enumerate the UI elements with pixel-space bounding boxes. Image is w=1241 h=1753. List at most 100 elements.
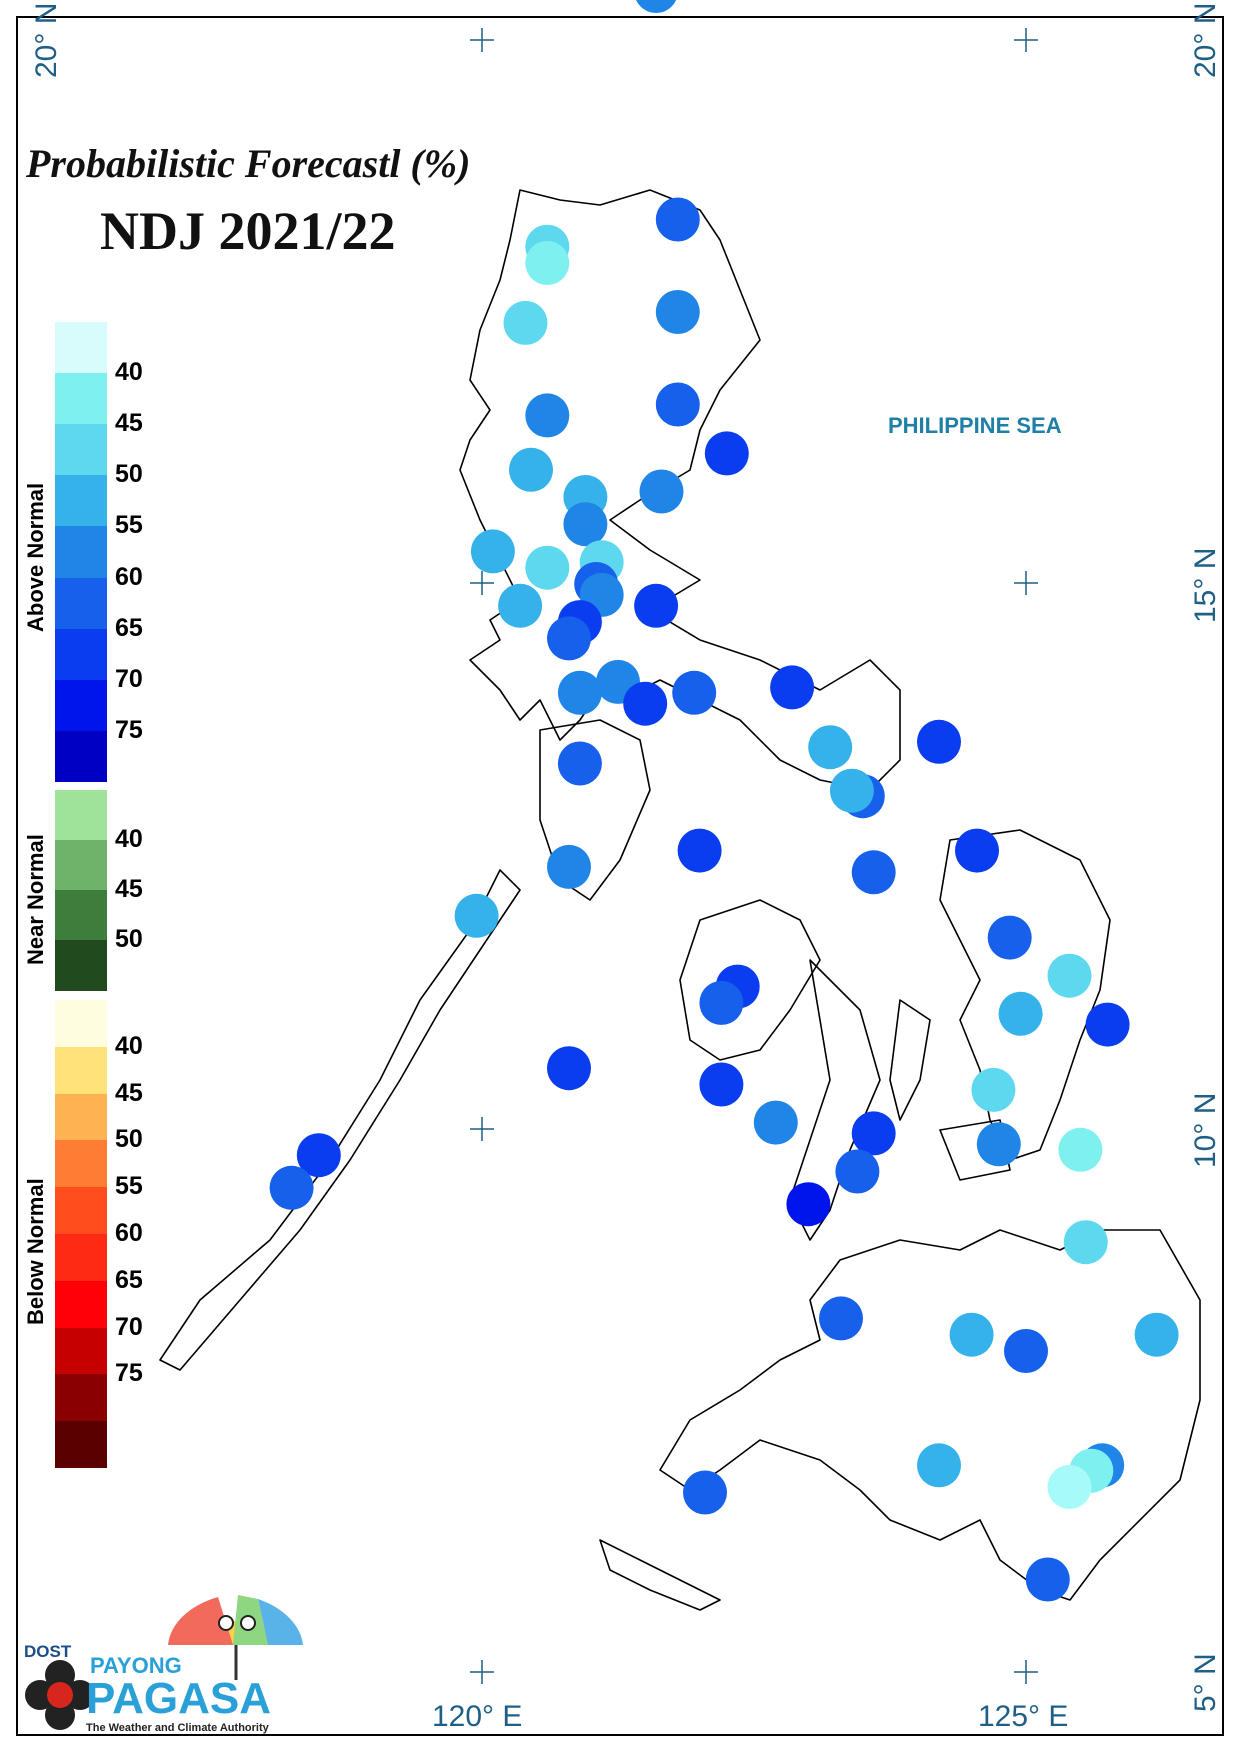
lon-label-120: 120° E bbox=[432, 1700, 523, 1733]
legend-swatch bbox=[55, 1280, 107, 1329]
station-marker bbox=[454, 893, 499, 938]
station-marker bbox=[829, 768, 874, 813]
pagasa-logo: DOST PAYONG PAGASA The Weather and Clima… bbox=[24, 1595, 303, 1734]
station-marker bbox=[557, 741, 602, 786]
panay-coastline bbox=[679, 899, 821, 1061]
station-marker bbox=[655, 197, 700, 242]
station-marker bbox=[672, 670, 717, 715]
station-marker bbox=[525, 393, 570, 438]
legend-tick-label: 45 bbox=[115, 1078, 143, 1107]
legend-swatch bbox=[55, 424, 107, 476]
station-marker bbox=[1047, 953, 1092, 998]
grid-cross bbox=[1014, 1660, 1038, 1684]
graticule-marks bbox=[470, 28, 1038, 1684]
station-marker bbox=[547, 1046, 591, 1091]
station-marker bbox=[636, 0, 677, 13]
grid-cross bbox=[470, 1117, 494, 1141]
station-marker bbox=[683, 1470, 727, 1515]
legend-tick-label: 70 bbox=[115, 664, 143, 693]
logo-tagline: The Weather and Climate Authority bbox=[86, 1722, 270, 1734]
legend-swatch bbox=[55, 577, 107, 630]
station-marker bbox=[1134, 1312, 1179, 1357]
legend-swatch bbox=[55, 1327, 107, 1375]
legend-swatch bbox=[55, 940, 107, 991]
grid-cross bbox=[470, 571, 494, 595]
logo-brand-main: PAGASA bbox=[86, 1674, 271, 1723]
station-marker bbox=[525, 545, 570, 590]
station-marker bbox=[547, 844, 591, 889]
station-marker bbox=[639, 469, 684, 514]
legend-swatch bbox=[55, 1000, 107, 1048]
bohol-coastline bbox=[939, 1119, 1011, 1181]
station-marker bbox=[851, 1111, 896, 1156]
legend-swatch bbox=[55, 790, 107, 841]
station-marker bbox=[503, 300, 548, 345]
station-marker bbox=[835, 1149, 880, 1194]
station-marker bbox=[917, 719, 961, 764]
sea-label: PHILIPPINE SEA bbox=[888, 413, 1062, 438]
station-marker bbox=[525, 241, 570, 285]
legend-tick-label: 75 bbox=[115, 715, 143, 744]
legend-tick-label: 65 bbox=[115, 613, 143, 642]
map-frame bbox=[16, 16, 1224, 1736]
umbrella-icon-right bbox=[258, 1599, 303, 1645]
station-marker bbox=[976, 1122, 1021, 1167]
legend-swatch bbox=[55, 526, 107, 579]
legend-swatch bbox=[55, 1421, 107, 1469]
legend-swatch bbox=[55, 1374, 107, 1422]
station-marker bbox=[677, 828, 722, 873]
legend-swatch bbox=[55, 628, 107, 681]
station-marker bbox=[917, 1443, 961, 1488]
legend-tick-label: 60 bbox=[115, 1219, 143, 1247]
legend-swatch bbox=[55, 475, 107, 527]
legend-swatch bbox=[55, 679, 107, 732]
legend-below-normal-label: Below Normal bbox=[23, 1178, 48, 1325]
grid-cross bbox=[470, 1660, 494, 1684]
legend-swatch bbox=[55, 1234, 107, 1282]
legend-near-normal-label: Near Normal bbox=[23, 834, 48, 965]
station-marker bbox=[699, 1062, 744, 1107]
station-marker bbox=[509, 447, 553, 492]
station-marker bbox=[296, 1133, 341, 1178]
station-marker bbox=[1047, 1465, 1092, 1509]
legend-tick-label: 50 bbox=[115, 925, 143, 953]
logo-brand-top: PAYONG bbox=[90, 1653, 182, 1678]
lon-label-125: 125° E bbox=[978, 1700, 1069, 1733]
station-marker bbox=[949, 1312, 994, 1357]
station-marker bbox=[998, 991, 1043, 1036]
coastline bbox=[159, 189, 1201, 1611]
legend-swatch bbox=[55, 890, 107, 941]
legend-tick-label: 70 bbox=[115, 1312, 143, 1341]
umbrella-icon-left bbox=[168, 1597, 233, 1645]
legend-tick-label: 55 bbox=[115, 511, 143, 540]
station-marker bbox=[987, 915, 1032, 960]
lat-label-15: 15° N bbox=[1189, 547, 1222, 623]
legend-swatch bbox=[55, 373, 107, 425]
station-marker bbox=[563, 502, 608, 547]
legend-swatch bbox=[55, 840, 107, 891]
legend-tick-label: 40 bbox=[115, 358, 143, 387]
station-marker bbox=[1063, 1220, 1108, 1265]
legend-tick-label: 60 bbox=[115, 562, 143, 591]
station-marker bbox=[655, 290, 700, 334]
station-marker bbox=[1058, 1127, 1103, 1172]
dost-emblem-icon bbox=[25, 1660, 95, 1730]
station-marker bbox=[557, 670, 602, 715]
legend-tick-label: 40 bbox=[115, 825, 143, 853]
legend-tick-label: 75 bbox=[115, 1359, 143, 1388]
eye-icon bbox=[240, 1615, 256, 1631]
palawan-coastline bbox=[159, 869, 521, 1371]
samar-leyte-coastline bbox=[939, 829, 1111, 1161]
station-markers bbox=[269, 0, 1179, 1602]
station-marker bbox=[634, 583, 679, 628]
station-marker bbox=[498, 583, 543, 628]
map-subtitle: NDJ 2021/22 bbox=[100, 201, 396, 261]
station-marker bbox=[269, 1165, 314, 1210]
lat-label-20-right: 20° N bbox=[1189, 2, 1222, 78]
legend-swatch bbox=[55, 1187, 107, 1235]
station-marker bbox=[955, 828, 999, 873]
mindoro-coastline bbox=[539, 719, 651, 901]
station-marker bbox=[808, 725, 853, 770]
station-marker bbox=[1085, 1002, 1130, 1047]
logo-agency: DOST bbox=[24, 1642, 72, 1661]
